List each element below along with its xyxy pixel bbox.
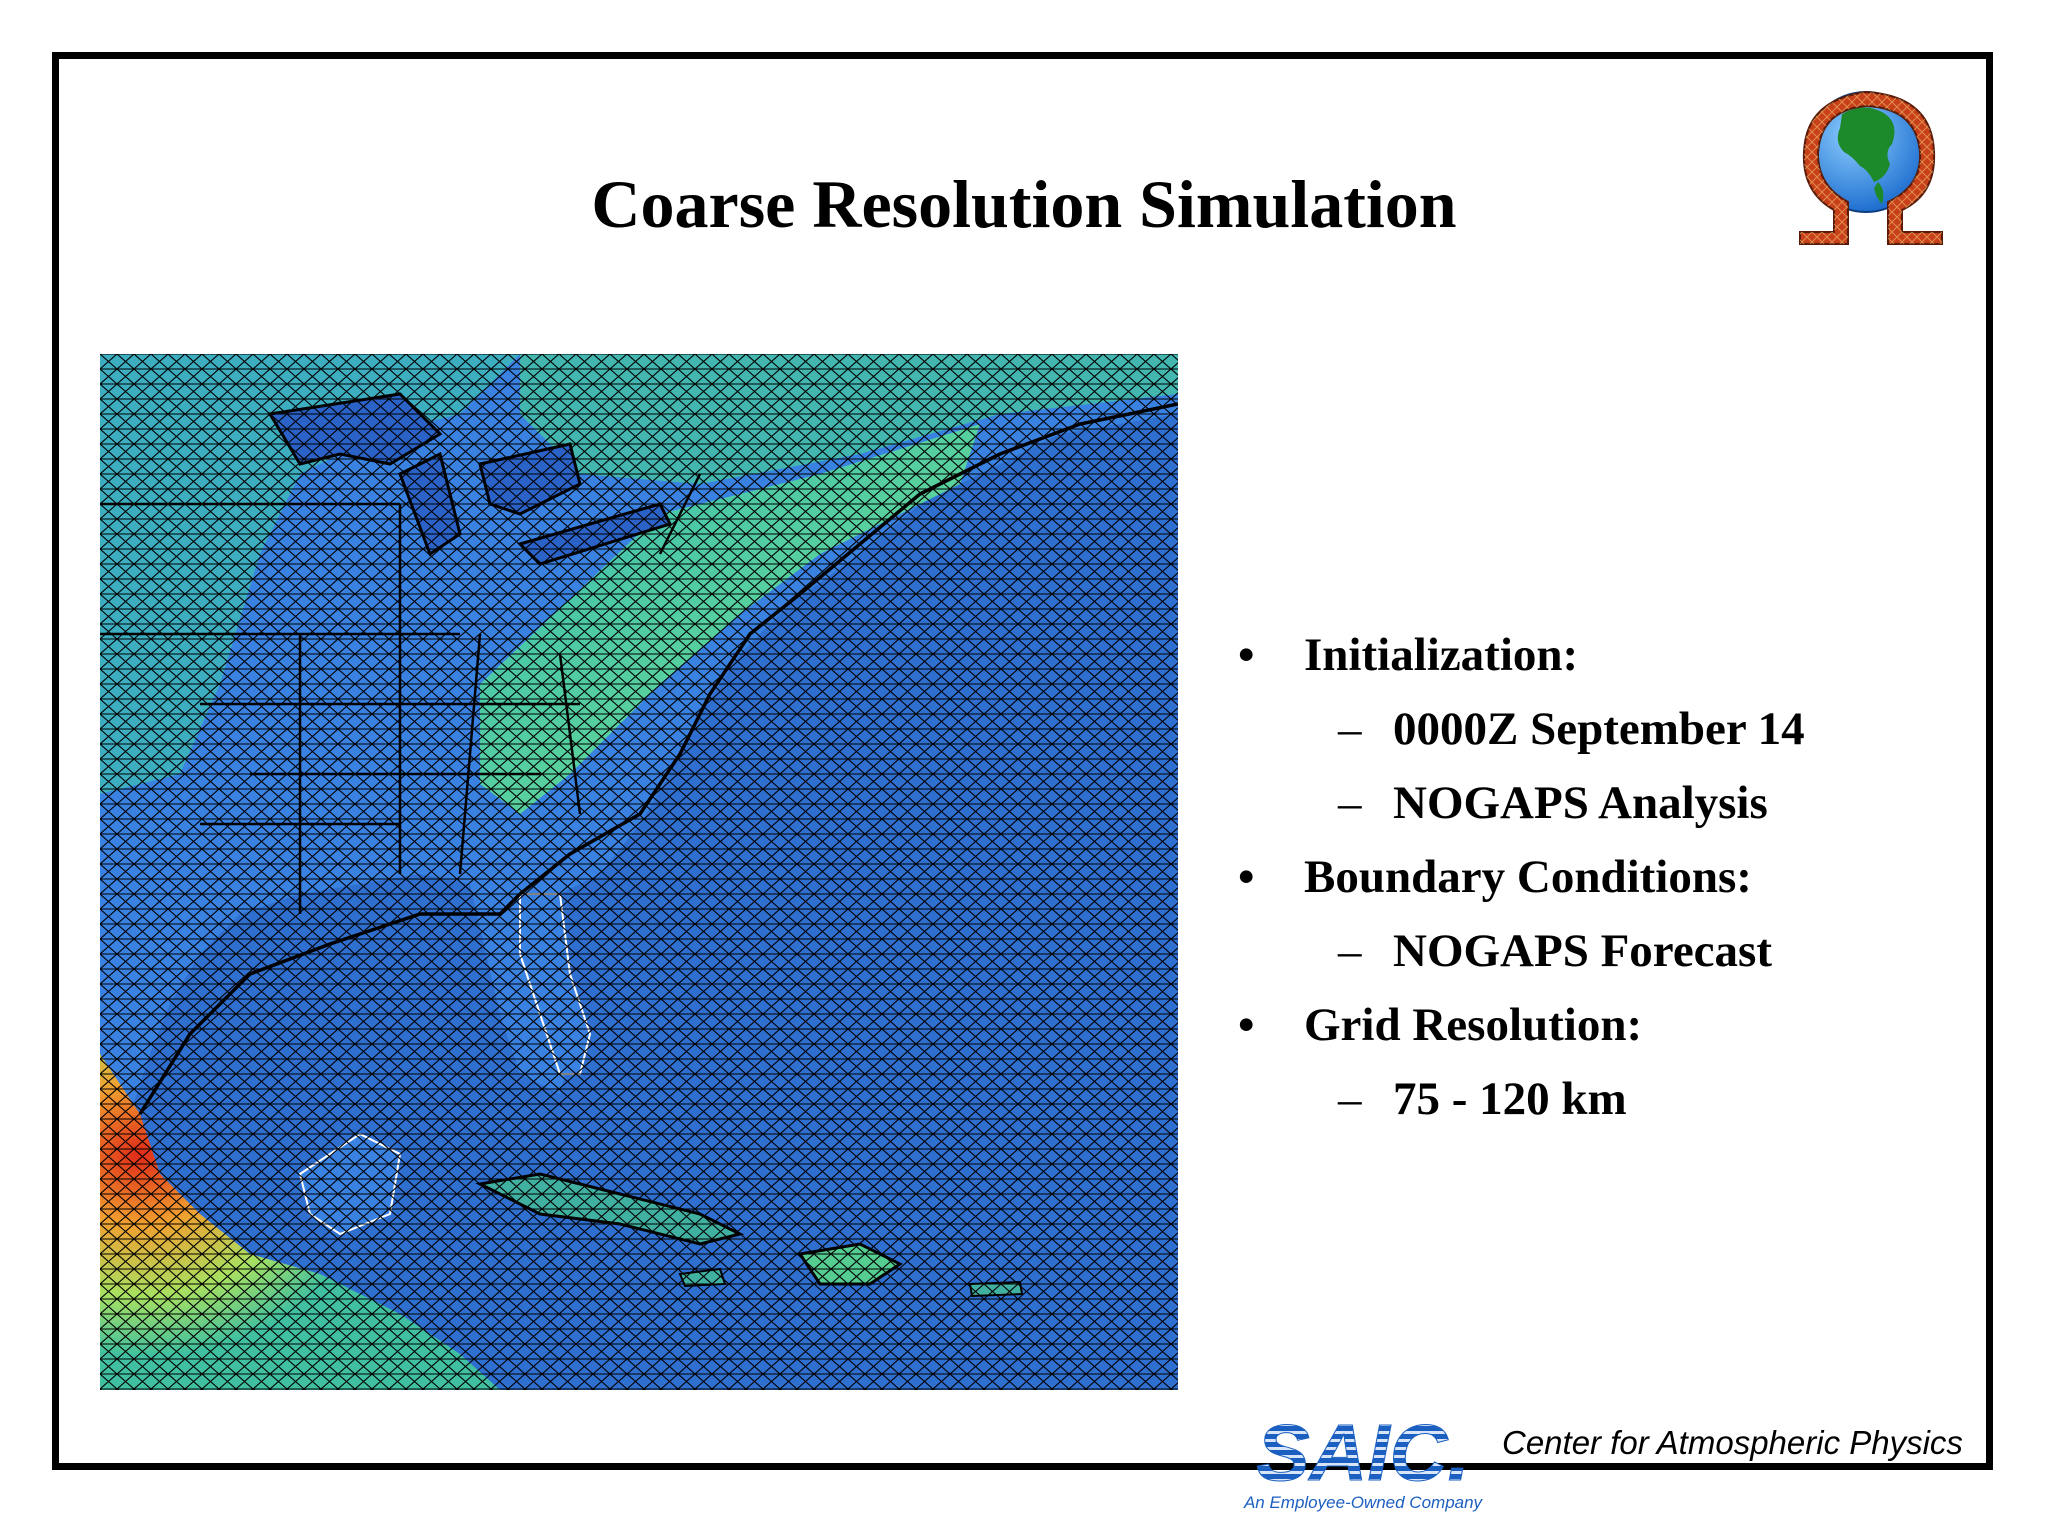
dash-marker: – <box>1338 703 1362 755</box>
sub-bullet-text: 75 - 120 km <box>1393 1073 1627 1125</box>
bullet-item: • Grid Resolution: <box>1238 988 1805 1062</box>
bullet-marker: • <box>1238 851 1255 903</box>
sub-bullet-text: 0000Z September 14 <box>1393 703 1805 755</box>
sub-bullet-item: – NOGAPS Analysis <box>1238 766 1805 840</box>
sub-bullet-item: – NOGAPS Forecast <box>1238 914 1805 988</box>
dash-marker: – <box>1338 925 1362 977</box>
bullet-marker: • <box>1238 999 1255 1051</box>
mesh-map <box>100 354 1178 1390</box>
bullet-text: Boundary Conditions: <box>1304 851 1752 903</box>
triangular-mesh <box>100 354 1178 1390</box>
bullet-text: Initialization: <box>1304 629 1579 681</box>
bullet-item: • Initialization: <box>1238 618 1805 692</box>
bullet-item: • Boundary Conditions: <box>1238 840 1805 914</box>
saic-tagline: An Employee-Owned Company <box>1243 1493 1484 1512</box>
sub-bullet-item: –75 - 120 km <box>1238 1062 1805 1136</box>
dash-marker: – <box>1338 777 1362 829</box>
dash-marker: – <box>1338 1073 1362 1125</box>
bullet-list: • Initialization: –0000Z September 14 – NO… <box>1238 618 1805 1136</box>
bullet-text: Grid Resolution: <box>1304 999 1643 1051</box>
bullet-marker: • <box>1238 629 1255 681</box>
sub-bullet-item: –0000Z September 14 <box>1238 692 1805 766</box>
slide-title: Coarse Resolution Simulation <box>591 166 1457 242</box>
footer-org-name: Center for Atmospheric Physics <box>1502 1424 1963 1462</box>
sub-bullet-text: NOGAPS Forecast <box>1393 925 1772 977</box>
sub-bullet-text: NOGAPS Analysis <box>1393 777 1768 829</box>
omega-globe-icon <box>1799 90 1943 245</box>
saic-logo: SAIC. SAIC. An Employee-Owned Company <box>1243 1408 1484 1513</box>
